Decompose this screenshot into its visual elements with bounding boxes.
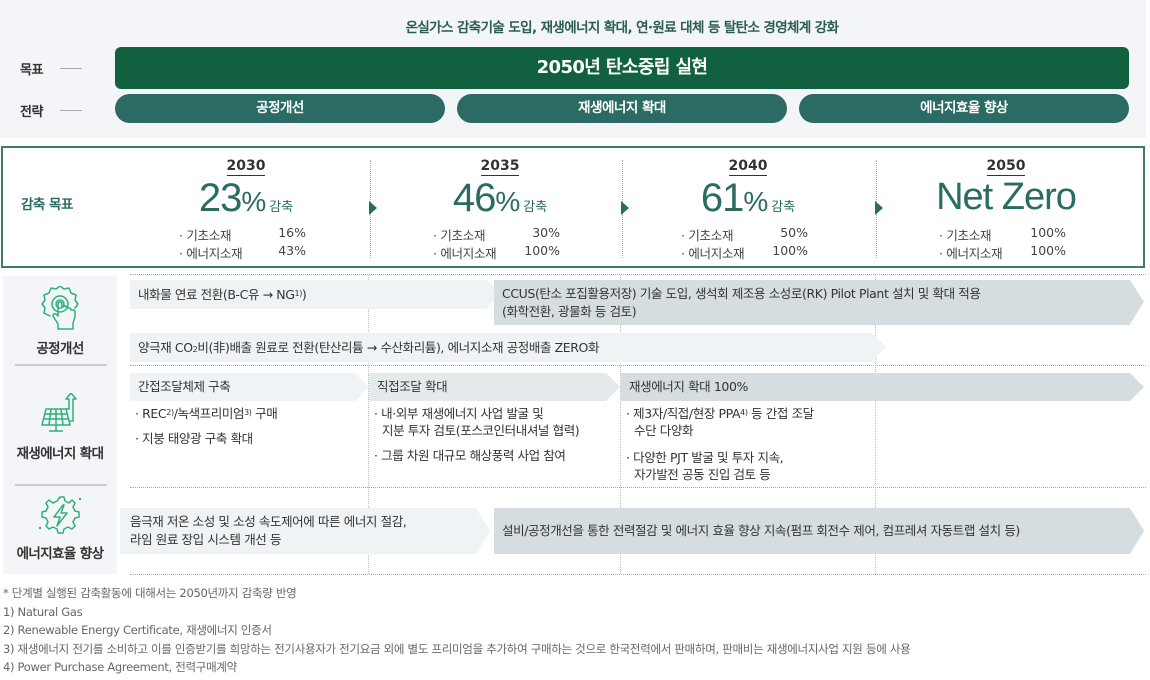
target-sub-row: · 기초소재 16% [179,225,306,243]
goal-label-text: 목표 [20,63,43,78]
bullet-rec-purchase: · REC2)/녹색프리미엄3) 구매 [135,406,278,421]
goal-row-label: 목표 [20,59,82,78]
category-label: 에너지효율 향상 [16,546,104,562]
grid-line-vertical [368,275,369,574]
category-label: 공정개선 [36,341,84,357]
roadmap-bar-power-saving: 설비/공정개선을 통한 전력절감 및 에너지 효율 향상 지속(펌프 회전수 제… [494,508,1144,554]
target-sub-row: · 에너지소재 100% [939,243,1066,261]
roadmap-bar-fuel-conversion: 내화물 연료 전환(B-C유 → NG 1)) [130,280,501,309]
grid-line [130,574,1146,575]
target-sub-row: · 에너지소재 100% [433,243,560,261]
target-value: 46% 감축 [452,176,548,220]
connector-line [60,110,82,111]
reduction-targets: 감축 목표 2030 23% 감축 · 기초소재 16% · 에너지소재 43% 20… [1,146,1145,268]
target-sub-row: · 기초소재 50% [681,225,808,243]
target-value: 61% 감축 [700,176,796,220]
bullet-equity-investment: · 내·외부 재생에너지 사업 발굴 및 지분 투자 검토(포스코인터내셔널 협… [374,406,580,438]
footnote: 2) Renewable Energy Certificate, 재생에너지 인… [3,623,272,637]
bullet-ppa: · 제3자/직접/현장 PPA4) 등 간접 조달 수단 다양화 [626,406,814,438]
grid-line-vertical [620,275,621,574]
arrow-right-icon [621,201,629,215]
roadmap-bar-cathode-material: 양극재 CO 2 비(非)배출 원료로 전환(탄산리튬 → 수산화리튬), 에너지… [130,333,886,362]
target-value: Net Zero [936,176,1077,218]
target-sub-row: · 기초소재 100% [939,225,1066,243]
roadmap-bar-ccus: CCUS(탄소 포집활용저장) 기술 도입, 생석회 제조용 소성로(RK) P… [494,280,1144,325]
target-sub-row: · 기초소재 30% [433,225,560,243]
bullet-offshore-wind: · 그룹 차원 대규모 해상풍력 사업 참여 [374,448,566,463]
target-year: 2040 [728,158,768,176]
target-2050: 2050 Net Zero · 기초소재 100% · 에너지소재 100% [881,148,1131,266]
arrow-right-icon [369,201,377,215]
target-2040: 2040 61% 감축 · 기초소재 50% · 에너지소재 100% [623,148,873,266]
category-column: 공정개선 재생에너지 확대 에너지효율 향상 [3,276,117,574]
gear-hand-icon [41,286,79,330]
bullet-rooftop-solar: · 지붕 태양광 구축 확대 [135,431,253,446]
gear-lightning-icon [38,496,82,534]
target-year: 2035 [480,158,520,176]
target-sub-row: · 에너지소재 100% [681,243,808,261]
target-2035: 2035 46% 감축 · 기초소재 30% · 에너지소재 100% [375,148,625,266]
connector-line [60,68,82,69]
strategy-row-label: 전략 [20,101,82,120]
footnote: 3) 재생에너지 전기를 소비하고 이를 인증받기를 희망하는 전기사용자가 전… [3,641,911,656]
grid-line [130,365,1146,366]
category-divider [15,484,107,486]
target-year: 2050 [986,158,1026,176]
strategy-label-text: 전략 [20,105,43,120]
footnotes: * 단계별 실행된 감축활동에 대해서는 2050년까지 감축량 반영 1) N… [3,584,911,677]
roadmap-bar-anode-energy-saving: 음극재 저온 소성 및 소성 속도제어에 따른 에너지 절감, 라임 원료 장입… [120,508,490,554]
phase-indirect-procurement: 간접조달체제 구축 [130,373,369,401]
target-value: 23% 감축 [198,176,294,220]
category-divider [15,364,107,366]
category-efficiency: 에너지효율 향상 [3,493,117,562]
targets-label: 감축 목표 [21,197,73,213]
target-year: 2030 [226,158,266,176]
category-process: 공정개선 [3,286,117,357]
arrow-right-icon [875,201,883,215]
goal-bar: 2050년 탄소중립 실현 [115,47,1129,89]
headline: 온실가스 감축기술 도입, 재생에너지 확대, 연·원료 대체 등 탈탄소 경영… [405,20,839,36]
footnote: 4) Power Purchase Agreement, 전력구매계약 [3,660,237,674]
footnote: * 단계별 실행된 감축활동에 대해서는 2050년까지 감축량 반영 [3,586,297,600]
category-renewable: 재생에너지 확대 [3,393,117,462]
strategy-panel: 온실가스 감축기술 도입, 재생에너지 확대, 연·원료 대체 등 탈탄소 경영… [0,0,1146,138]
phase-renewable-100: 재생에너지 확대 100% [621,373,1144,401]
bullet-pjt-investment: · 다양한 PJT 발굴 및 투자 지속, 자가발전 공동 진입 검토 등 [626,450,784,482]
category-label: 재생에너지 확대 [16,446,104,462]
target-sub-row: · 에너지소재 43% [179,243,306,261]
grid-line-vertical [875,275,876,574]
footnote: 1) Natural Gas [3,604,83,619]
phase-direct-procurement: 직접조달 확대 [369,373,620,401]
strategy-pill-renewable: 재생에너지 확대 [457,94,787,123]
target-2030: 2030 23% 감축 · 기초소재 16% · 에너지소재 43% [121,148,371,266]
grid-line [130,487,1146,488]
strategy-pill-efficiency: 에너지효율 향상 [799,94,1129,123]
solar-panel-icon [41,393,77,432]
strategy-pill-process: 공정개선 [115,94,445,123]
grid-line [130,274,1146,275]
